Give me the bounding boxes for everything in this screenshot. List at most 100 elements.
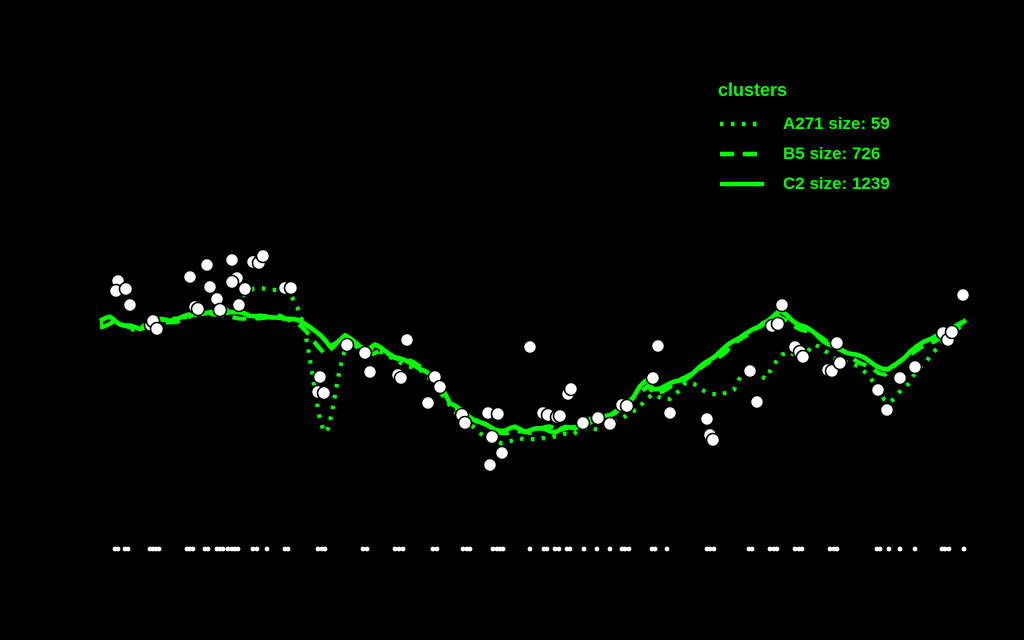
scatter-point: [619, 398, 635, 414]
scatter-point: [944, 324, 960, 340]
rug-tick: [567, 546, 573, 552]
scatter-point: [552, 408, 568, 424]
scatter-point: [522, 339, 538, 355]
scatter-point: [202, 279, 218, 295]
rug-tick: [774, 546, 780, 552]
scatter-point: [955, 287, 971, 303]
rug-tick: [556, 546, 562, 552]
dotted-line-sample: [720, 121, 764, 127]
rug-tick: [792, 546, 798, 552]
scatter-point: [199, 257, 215, 273]
scatter-point: [224, 274, 240, 290]
legend-title: clusters: [718, 80, 788, 100]
rug-tick: [392, 546, 398, 552]
scatter-point: [393, 370, 409, 386]
rug-tick: [527, 546, 533, 552]
scatter-point: [339, 337, 355, 353]
scatter-point: [255, 248, 271, 264]
scatter-point: [118, 281, 134, 297]
scatter-point: [829, 335, 845, 351]
rug-tick: [622, 546, 628, 552]
rug-tick: [250, 546, 256, 552]
rug-tick: [434, 546, 440, 552]
scatter-point: [212, 302, 228, 318]
rug-tick: [942, 546, 948, 552]
scatter-point: [879, 402, 895, 418]
legend-label-b5: B5 size: 726: [783, 144, 881, 163]
rug-tick: [235, 546, 241, 552]
rug-tick: [264, 546, 270, 552]
rug-tick: [664, 546, 670, 552]
rug-tick: [707, 546, 713, 552]
rug-tick: [315, 546, 321, 552]
rug-tick: [220, 546, 226, 552]
scatter-point: [699, 411, 715, 427]
legend-item-a271: A271 size: 59: [718, 109, 890, 139]
legend-label-a271: A271 size: 59: [783, 114, 890, 133]
rug-tick: [364, 546, 370, 552]
scatter-point: [795, 349, 811, 365]
scatter-point: [190, 301, 206, 317]
scatter-point: [484, 429, 500, 445]
scatter-point: [870, 382, 886, 398]
rug-tick: [626, 546, 632, 552]
scatter-point: [832, 355, 848, 371]
legend-item-c2: C2 size: 1239: [718, 169, 890, 199]
rug-tick: [400, 546, 406, 552]
rug-tick: [285, 546, 291, 552]
scatter-point: [182, 269, 198, 285]
dashed-line-sample: [720, 151, 764, 157]
scatter-point: [482, 457, 498, 473]
legend: clusters A271 size: 59 B5 size: 726 C2 s…: [718, 80, 890, 199]
rug-tick: [467, 546, 473, 552]
scatter-point: [602, 416, 618, 432]
scatter-point: [892, 370, 908, 386]
scatter-point: [590, 410, 606, 426]
scatter-point: [312, 369, 328, 385]
scatter-point: [774, 297, 790, 313]
scatter-point: [650, 338, 666, 354]
series-a271-line: [99, 286, 964, 446]
scatter-point: [770, 316, 786, 332]
scatter-point: [283, 280, 299, 296]
scatter-point: [122, 297, 138, 313]
scatter-point: [490, 406, 506, 422]
rug: [112, 546, 967, 552]
scatter-point: [749, 394, 765, 410]
rug-tick: [886, 546, 892, 552]
scatter-point: [420, 395, 436, 411]
scatter-point: [231, 297, 247, 313]
rug-tick: [552, 546, 558, 552]
rug-tick: [396, 546, 402, 552]
rug-tick: [912, 546, 918, 552]
rug-tick: [799, 546, 805, 552]
rug-tick: [500, 546, 506, 552]
scatter-point: [432, 379, 448, 395]
scatter-point: [457, 415, 473, 431]
rug-tick: [607, 546, 613, 552]
rug-tick: [490, 546, 496, 552]
rug-tick: [115, 546, 121, 552]
scatter-point: [357, 345, 373, 361]
scatter-point: [563, 381, 579, 397]
scatter-point: [224, 252, 240, 268]
rug-tick: [125, 546, 131, 552]
legend-label-c2: C2 size: 1239: [783, 174, 890, 193]
rug-tick: [749, 546, 755, 552]
series-c2-line: [98, 308, 968, 435]
scatter-point: [575, 415, 591, 431]
rug-tick: [946, 546, 952, 552]
scatter-point: [316, 385, 332, 401]
rug-tick: [190, 546, 196, 552]
rug-tick: [652, 546, 658, 552]
rug-tick: [322, 546, 328, 552]
scatter-point: [645, 370, 661, 386]
rug-tick: [225, 546, 231, 552]
rug-tick: [827, 546, 833, 552]
rug-tick: [834, 546, 840, 552]
scatter-points: [108, 248, 971, 473]
scatter-point: [662, 405, 678, 421]
rug-tick: [767, 546, 773, 552]
rug-tick: [156, 546, 162, 552]
